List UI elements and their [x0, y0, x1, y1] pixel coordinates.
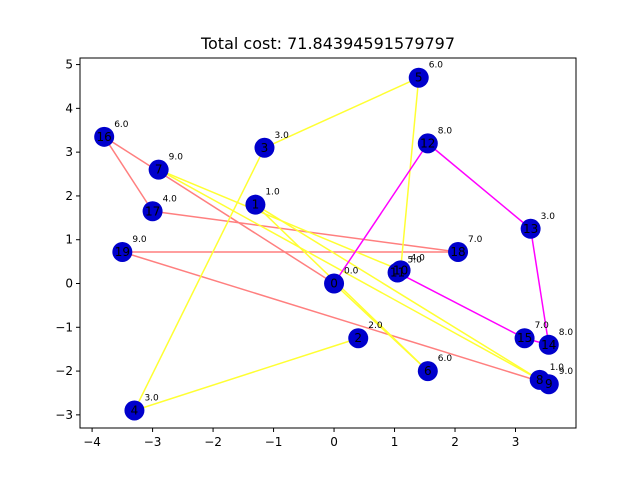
chart-title: Total cost: 71.84394591579797 [200, 34, 455, 53]
node-marker-4 [124, 400, 145, 421]
route-1-segment-2 [255, 204, 541, 381]
route-1-segment-5 [399, 77, 420, 271]
node-marker-12 [417, 133, 438, 154]
node-id-label-14: 14 [541, 338, 556, 352]
node-marker-14 [538, 334, 559, 355]
node-demand-label-18: 7.0 [468, 235, 483, 245]
node-id-label-2: 2 [354, 331, 362, 345]
x-tick-label-1: 1 [391, 435, 399, 449]
route-0-segment-0 [103, 136, 335, 285]
y-tick-label--3: −3 [55, 408, 73, 422]
x-tick-label--2: −2 [204, 435, 222, 449]
node-demand-label-2: 2.0 [368, 321, 383, 331]
node-marker-3 [254, 137, 275, 158]
route-0-segment-1 [103, 136, 154, 212]
node-id-label-19: 19 [115, 245, 130, 259]
node-id-label-7: 7 [155, 163, 163, 177]
node-marker-0 [324, 273, 345, 294]
node-demand-label-19: 9.0 [132, 235, 147, 245]
route-0-segment-2 [152, 210, 459, 253]
y-tick-label--2: −2 [55, 364, 73, 378]
node-demand-label-4: 3.0 [144, 393, 159, 403]
y-tick-label-3: 3 [65, 145, 73, 159]
plot-frame [79, 57, 577, 429]
node-id-label-1: 1 [252, 198, 260, 212]
node-marker-5 [408, 67, 429, 88]
node-marker-17 [142, 201, 163, 222]
node-marker-11 [387, 262, 408, 283]
node-id-label-6: 6 [424, 364, 432, 378]
node-demand-label-8: 1.0 [550, 363, 565, 373]
route-1-segment-7 [133, 147, 266, 411]
node-demand-label-11: 5.0 [408, 256, 423, 266]
route-1-segment-8 [134, 337, 359, 412]
node-marker-15 [514, 328, 535, 349]
node-id-label-18: 18 [450, 245, 465, 259]
node-marker-2 [348, 328, 369, 349]
route-1-segment-6 [264, 77, 420, 149]
node-id-label-16: 16 [97, 130, 112, 144]
node-demand-label-16: 6.0 [114, 120, 129, 130]
node-id-label-8: 8 [536, 373, 544, 387]
node-marker-1 [245, 194, 266, 215]
routes-layer [103, 77, 550, 412]
x-tick-label-3: 3 [512, 435, 520, 449]
route-2-segment-1 [427, 142, 532, 230]
node-demand-label-9: 9.0 [559, 367, 574, 377]
node-id-label-10: 10 [393, 263, 408, 277]
x-tick-label--1: −1 [265, 435, 283, 449]
node-id-label-0: 0 [330, 277, 338, 291]
y-tick-label-4: 4 [65, 101, 73, 115]
x-tick-label--3: −3 [144, 435, 162, 449]
labels-layer: 0 0.0 1 1.0 2 2.0 3 3.0 4 3.0 5 6.0 6 6.0 7 9.0 8 1.0 9 9.0… [97, 61, 574, 418]
node-id-label-3: 3 [261, 141, 269, 155]
route-2-segment-0 [333, 142, 429, 284]
y-tick-label-2: 2 [65, 189, 73, 203]
x-tick-label-2: 2 [451, 435, 459, 449]
node-id-label-17: 17 [145, 204, 160, 218]
y-tick-label-0: 0 [65, 277, 73, 291]
node-marker-9 [538, 374, 559, 395]
route-1-segment-4 [158, 168, 401, 272]
node-marker-19 [112, 241, 133, 262]
node-marker-13 [520, 218, 541, 239]
node-demand-label-15: 7.0 [535, 321, 550, 331]
node-demand-label-17: 4.0 [163, 194, 178, 204]
node-demand-label-6: 6.0 [438, 354, 453, 364]
route-2-segment-4 [397, 271, 525, 339]
node-demand-label-1: 1.0 [265, 188, 280, 198]
nodes-layer [94, 67, 559, 421]
node-demand-label-7: 9.0 [169, 153, 184, 163]
node-id-label-15: 15 [517, 331, 532, 345]
node-id-label-4: 4 [131, 403, 139, 417]
y-tick-label-1: 1 [65, 233, 73, 247]
route-0-segment-4 [122, 251, 550, 385]
node-demand-label-13: 3.0 [541, 212, 556, 222]
node-id-label-5: 5 [415, 71, 423, 85]
x-tick-label-0: 0 [330, 435, 338, 449]
node-demand-label-5: 6.0 [429, 61, 444, 71]
y-tick-label-5: 5 [65, 58, 73, 72]
node-marker-6 [417, 361, 438, 382]
route-2-segment-2 [529, 228, 550, 345]
node-id-label-13: 13 [523, 222, 538, 236]
y-tick-label--1: −1 [55, 320, 73, 334]
node-demand-label-14: 8.0 [559, 328, 574, 338]
node-marker-18 [448, 241, 469, 262]
node-id-label-11: 11 [390, 266, 405, 280]
node-id-label-9: 9 [545, 377, 553, 391]
node-id-label-12: 12 [420, 136, 435, 150]
node-demand-label-0: 0.0 [344, 267, 359, 277]
x-tick-label--4: −4 [83, 435, 101, 449]
node-marker-16 [94, 126, 115, 147]
node-marker-7 [148, 159, 169, 180]
node-demand-label-10: 4.0 [411, 253, 426, 263]
node-demand-label-12: 8.0 [438, 126, 453, 136]
route-1-segment-3 [158, 169, 541, 381]
node-demand-label-3: 3.0 [274, 131, 289, 141]
